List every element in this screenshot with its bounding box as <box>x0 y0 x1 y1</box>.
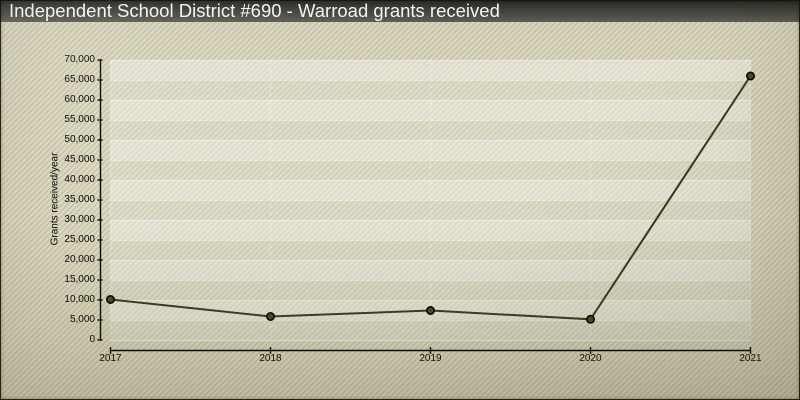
svg-text:10,000: 10,000 <box>64 294 95 305</box>
svg-text:15,000: 15,000 <box>64 274 95 285</box>
svg-text:45,000: 45,000 <box>64 154 95 165</box>
svg-text:2018: 2018 <box>259 353 282 364</box>
svg-text:25,000: 25,000 <box>64 234 95 245</box>
svg-text:2020: 2020 <box>579 353 602 364</box>
svg-text:30,000: 30,000 <box>64 214 95 225</box>
svg-text:0: 0 <box>89 334 95 345</box>
svg-text:70,000: 70,000 <box>64 54 95 65</box>
svg-text:50,000: 50,000 <box>64 134 95 145</box>
svg-text:2021: 2021 <box>739 353 762 364</box>
svg-text:2017: 2017 <box>99 353 122 364</box>
svg-text:65,000: 65,000 <box>64 74 95 85</box>
svg-text:2019: 2019 <box>419 353 442 364</box>
svg-text:Grants received/year: Grants received/year <box>50 152 61 245</box>
svg-text:5,000: 5,000 <box>70 314 95 325</box>
svg-text:20,000: 20,000 <box>64 254 95 265</box>
svg-text:35,000: 35,000 <box>64 194 95 205</box>
svg-text:55,000: 55,000 <box>64 114 95 125</box>
svg-text:60,000: 60,000 <box>64 94 95 105</box>
svg-text:40,000: 40,000 <box>64 174 95 185</box>
